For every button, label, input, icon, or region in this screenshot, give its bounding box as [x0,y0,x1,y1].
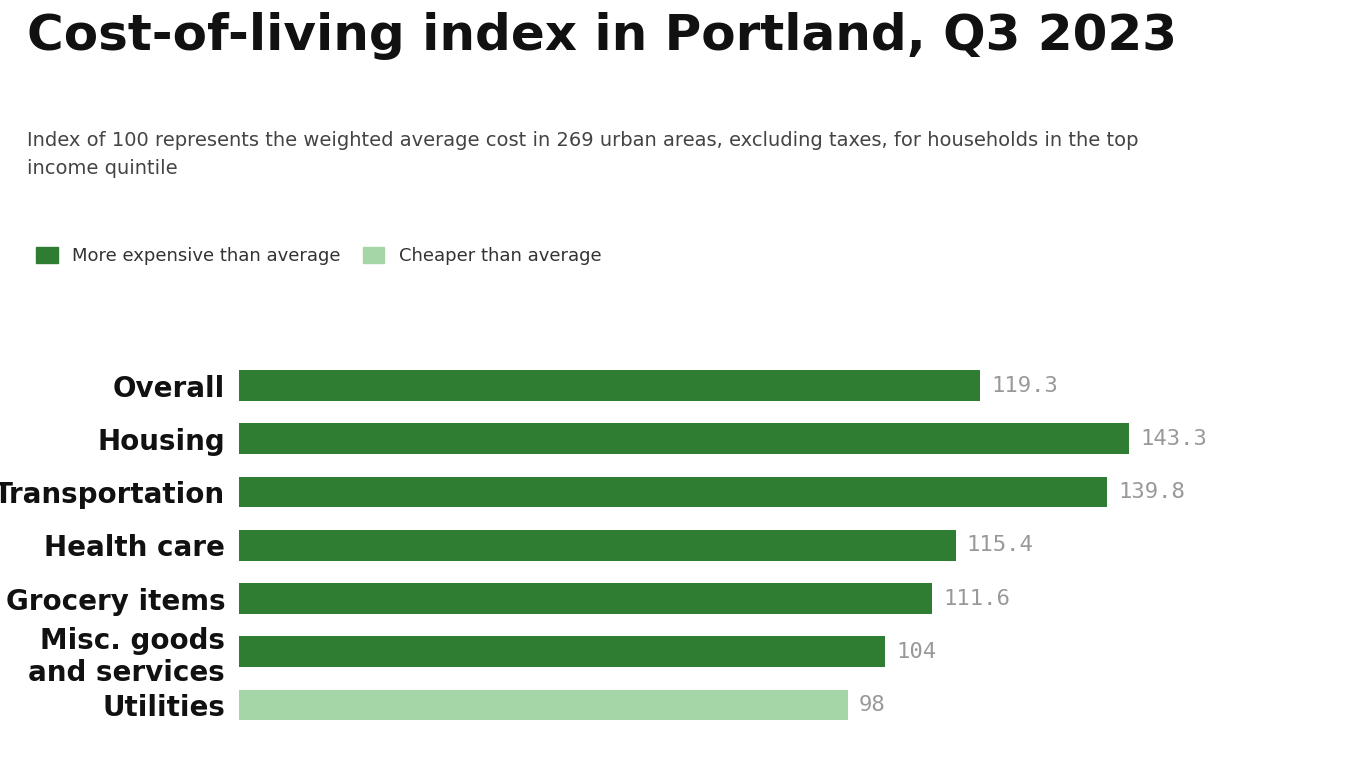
Text: 111.6: 111.6 [943,588,1009,608]
Text: Index of 100 represents the weighted average cost in 269 urban areas, excluding : Index of 100 represents the weighted ave… [27,131,1139,177]
Legend: More expensive than average, Cheaper than average: More expensive than average, Cheaper tha… [37,247,601,266]
Text: Cost-of-living index in Portland, Q3 2023: Cost-of-living index in Portland, Q3 202… [27,12,1177,60]
Text: 119.3: 119.3 [990,376,1057,396]
Bar [239,530,956,561]
Bar [239,370,979,401]
Bar [239,637,885,667]
Bar [239,423,1128,454]
Text: 143.3: 143.3 [1141,429,1208,449]
Text: 98: 98 [859,695,885,715]
Bar [239,583,932,614]
Bar [239,477,1106,508]
Text: 104: 104 [896,642,936,662]
Text: 115.4: 115.4 [967,535,1034,555]
Bar [239,690,847,720]
Text: 139.8: 139.8 [1119,482,1186,502]
